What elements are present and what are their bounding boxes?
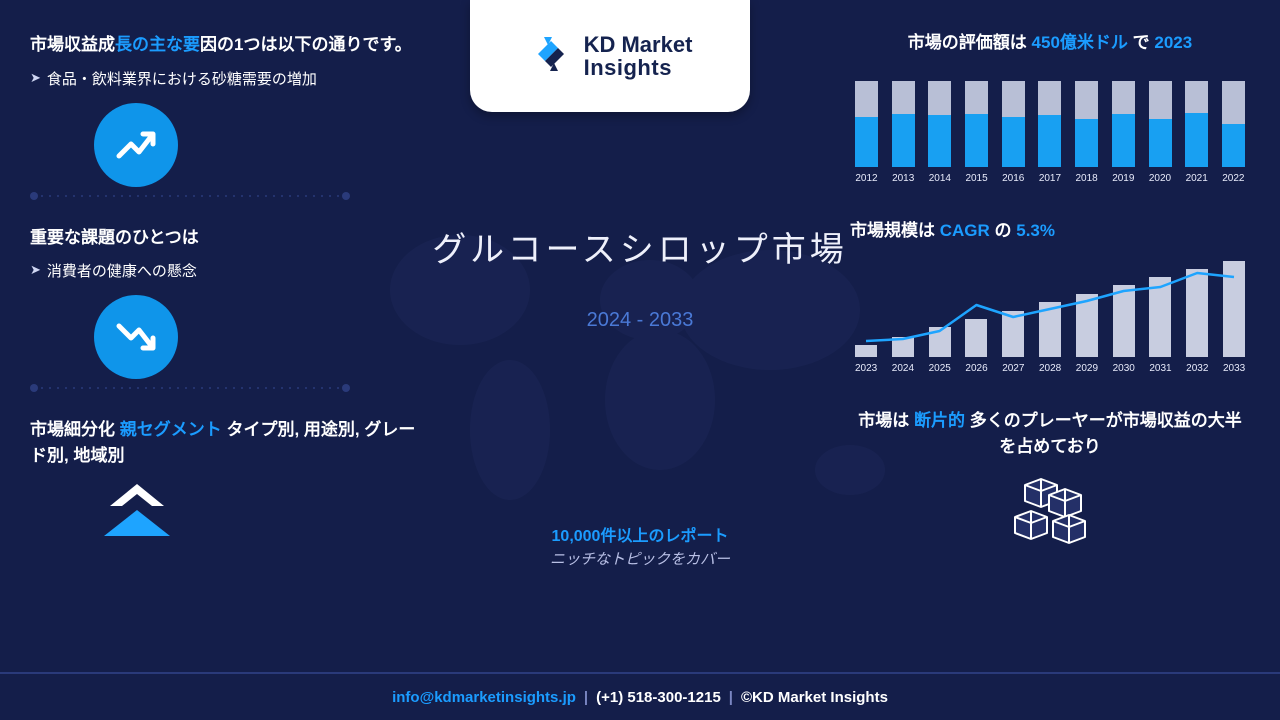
val-value: 450億米ドル xyxy=(1032,33,1128,52)
chart2-bar xyxy=(1002,311,1024,357)
chart2-bar xyxy=(1149,277,1171,357)
chart2-bar xyxy=(965,319,987,357)
footer-sep: | xyxy=(729,689,733,706)
logo-mark-icon xyxy=(528,31,574,82)
chart2-bar xyxy=(1113,285,1135,357)
segment-accent: 親セグメント xyxy=(120,420,222,439)
chart2-bar xyxy=(892,337,914,357)
cagr-block: 市場規模は CAGR の 5.3% 2023202420252026202720… xyxy=(850,218,1250,375)
valuation-block: 市場の評価額は 450億米ドル で 2023 20122013201420152… xyxy=(850,30,1250,184)
cagr-heading: 市場規模は CAGR の 5.3% xyxy=(850,218,1250,244)
trend-up-icon xyxy=(94,103,178,187)
chart1-bar xyxy=(1222,72,1245,167)
val-mid: で xyxy=(1128,33,1154,52)
chart1-bar xyxy=(1075,72,1098,167)
chart1-xlabel: 2022 xyxy=(1222,173,1245,184)
chart2-xlabel: 2026 xyxy=(965,363,987,374)
val-pre: 市場の評価額は xyxy=(908,33,1032,52)
val-year: 2023 xyxy=(1154,33,1192,52)
footer-email[interactable]: info@kdmarketinsights.jp xyxy=(392,689,576,706)
logo-card: KD Market Insights xyxy=(470,0,750,112)
driver-pre: 市場収益成 xyxy=(30,35,115,54)
chart2-xlabel: 2030 xyxy=(1113,363,1135,374)
chart2-xlabel: 2024 xyxy=(892,363,914,374)
chart1-bar xyxy=(965,72,988,167)
chart2-bar xyxy=(1186,269,1208,357)
chart1-xlabel: 2014 xyxy=(928,173,951,184)
logo-line1: KD Market xyxy=(584,33,693,56)
driver-block: 市場収益成長の主な要因の1つは以下の通りです。 食品・飲料業界における砂糖需要の… xyxy=(30,32,430,197)
chart1-xlabel: 2016 xyxy=(1002,173,1025,184)
chart2-xlabel: 2031 xyxy=(1149,363,1171,374)
chart2-xlabel: 2032 xyxy=(1186,363,1208,374)
chart1-xlabel: 2020 xyxy=(1149,173,1172,184)
chart1-bar xyxy=(855,72,878,167)
chart2-xlabel: 2033 xyxy=(1223,363,1245,374)
chart1-xlabel: 2019 xyxy=(1112,173,1135,184)
cagr-chart: 2023 2024 2025 2026 2027 2028 2029 2030 2031 2032… xyxy=(855,257,1245,374)
chart2-xlabel: 2025 xyxy=(929,363,951,374)
chart1-bar xyxy=(1038,72,1061,167)
chart1-xlabel: 2017 xyxy=(1038,173,1061,184)
chart1-xlabel: 2013 xyxy=(892,173,915,184)
driver-bullet: 食品・飲料業界における砂糖需要の増加 xyxy=(30,68,430,89)
chart2-bar xyxy=(929,327,951,357)
segment-pre: 市場細分化 xyxy=(30,420,120,439)
cagr-mid: CAGR xyxy=(940,221,990,240)
divider xyxy=(30,195,350,197)
chart1-bar xyxy=(1149,72,1172,167)
driver-bullet-text: 食品・飲料業界における砂糖需要の増加 xyxy=(47,68,317,89)
chart2-xlabel: 2027 xyxy=(1002,363,1024,374)
driver-heading: 市場収益成長の主な要因の1つは以下の通りです。 xyxy=(30,32,430,58)
chart1-xlabel: 2018 xyxy=(1075,173,1098,184)
logo-line2: Insights xyxy=(584,56,693,79)
chart1-xlabel: 2015 xyxy=(965,173,988,184)
chart1-bar xyxy=(892,72,915,167)
footer: info@kdmarketinsights.jp | (+1) 518-300-… xyxy=(0,672,1280,720)
chart1-bar xyxy=(1185,72,1208,167)
driver-accent: 長の主な要 xyxy=(115,35,200,54)
footer-sep: | xyxy=(584,689,588,706)
valuation-chart: 2012 2013 2014 2015 2016 2017 2018 2019 2020 2021… xyxy=(855,72,1245,184)
chart2-bar xyxy=(855,345,877,357)
frag-post: 多くのプレーヤーが市場収益の大半を占めており xyxy=(965,411,1242,456)
logo-text: KD Market Insights xyxy=(584,33,693,79)
cagr-value: 5.3% xyxy=(1016,221,1055,240)
divider xyxy=(30,387,350,389)
chart1-bar xyxy=(928,72,951,167)
trend-down-icon xyxy=(94,295,178,379)
challenge-bullet-text: 消費者の健康への懸念 xyxy=(47,260,197,281)
footer-copyright: ©KD Market Insights xyxy=(741,689,888,706)
chart2-bar xyxy=(1223,261,1245,357)
frag-pre: 市場は xyxy=(858,411,914,430)
chart2-xlabel: 2023 xyxy=(855,363,877,374)
footer-phone[interactable]: (+1) 518-300-1215 xyxy=(596,689,721,706)
chart2-bar xyxy=(1039,302,1061,357)
frag-heading: 市場は 断片的 多くのプレーヤーが市場収益の大半を占めており xyxy=(850,408,1250,459)
cagr-mid2: の xyxy=(990,221,1016,240)
valuation-heading: 市場の評価額は 450億米ドル で 2023 xyxy=(850,30,1250,56)
driver-post: 因の1つは以下の通りです。 xyxy=(200,35,412,54)
chart1-bar xyxy=(1002,72,1025,167)
chart1-bar xyxy=(1112,72,1135,167)
chart1-xlabel: 2012 xyxy=(855,173,878,184)
chart2-xlabel: 2028 xyxy=(1039,363,1061,374)
fragmentation-block: 市場は 断片的 多くのプレーヤーが市場収益の大半を占めており xyxy=(850,408,1250,556)
right-column: 市場の評価額は 450億米ドル で 2023 20122013201420152… xyxy=(850,30,1250,584)
cubes-icon xyxy=(1005,477,1095,556)
frag-accent: 断片的 xyxy=(914,411,965,430)
cagr-pre: 市場規模は xyxy=(850,221,940,240)
chart1-xlabel: 2021 xyxy=(1185,173,1208,184)
chart2-bar xyxy=(1076,294,1098,357)
chart2-xlabel: 2029 xyxy=(1076,363,1098,374)
